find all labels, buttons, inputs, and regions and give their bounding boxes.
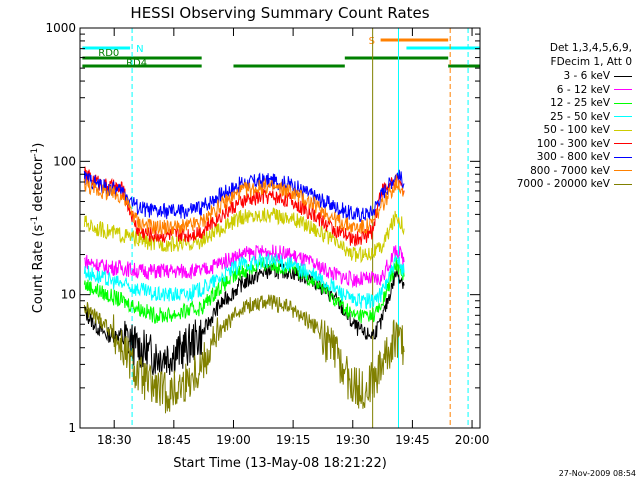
- series-800-7000-kev: [83, 174, 405, 235]
- x-tick-label: 18:30: [97, 433, 132, 447]
- series-50-100-kev: [83, 207, 405, 264]
- x-tick-label: 19:15: [276, 433, 311, 447]
- legend-entry: 800 - 7000 keV: [530, 165, 632, 177]
- x-tick-label: 19:30: [335, 433, 370, 447]
- legend-entry: 100 - 300 keV: [537, 138, 632, 150]
- legend-entry: 50 - 100 keV: [543, 124, 632, 136]
- axis-ticks: 18:30 18:45 19:00 19:15 19:30 19:45 20:00 1 10 10…: [45, 21, 489, 447]
- x-axis-label: Start Time (13-May-08 18:21:22): [173, 456, 387, 471]
- series-line: [83, 257, 405, 324]
- series-line: [83, 263, 405, 376]
- x-tick-label: 20:00: [455, 433, 490, 447]
- legend-swatch: [614, 102, 632, 104]
- legend-swatch: [614, 170, 632, 171]
- series-100-300-kev: [83, 166, 405, 247]
- y-tick-label: 1: [68, 421, 76, 435]
- legend-label: 50 - 100 keV: [543, 124, 610, 136]
- count-rate-series: [83, 166, 405, 414]
- series-line: [83, 166, 405, 247]
- legend-swatch: [614, 156, 632, 158]
- legend-label: 100 - 300 keV: [536, 137, 610, 150]
- legend-swatch: [614, 89, 632, 90]
- legend-swatch: [614, 116, 632, 117]
- series-7000-20000-kev: [83, 294, 405, 414]
- legend-entry: 7000 - 20000 keV: [517, 178, 632, 190]
- flag-label-s: S: [369, 36, 375, 47]
- legend-label: 12 - 25 keV: [550, 97, 610, 109]
- legend-header-line-1: Det 1,3,4,5,6,9,: [549, 42, 632, 54]
- y-tick-label: 10: [61, 288, 76, 302]
- y-axis-label-end: ): [31, 143, 46, 148]
- legend-swatch: [614, 143, 632, 144]
- legend-entry: 3 - 6 keV: [563, 70, 632, 82]
- y-axis-label-sup1: -1: [30, 216, 40, 225]
- series-3-6-kev: [83, 263, 405, 376]
- legend-swatch: [614, 75, 632, 77]
- legend-entry: 12 - 25 keV: [550, 97, 632, 109]
- y-axis-label-mid: detector: [31, 156, 46, 216]
- legend-swatch: [614, 183, 632, 185]
- footer-timestamp: 27-Nov-2009 08:54: [558, 469, 636, 478]
- flag-label-n: N: [136, 44, 143, 55]
- series-line: [83, 207, 405, 264]
- legend-entry: 300 - 800 keV: [537, 151, 632, 163]
- flag-label-rd0: RD0: [98, 48, 119, 59]
- series-line: [83, 174, 405, 235]
- y-axis-label: Count Rate (s-1 detector-1): [30, 143, 46, 314]
- y-tick-label: 100: [53, 154, 76, 168]
- plot-frame: [79, 27, 481, 429]
- series-line: [83, 244, 405, 289]
- legend-swatch: [614, 129, 632, 131]
- series-line: [83, 253, 405, 310]
- y-axis-label-sup2: -1: [30, 148, 40, 157]
- x-tick-label: 19:00: [216, 433, 251, 447]
- legend-label: 300 - 800 keV: [536, 151, 610, 163]
- legend-header-line-2: FDecim 1, Att 0: [550, 56, 632, 68]
- x-tick-label: 19:45: [395, 433, 430, 447]
- y-axis-label-main: Count Rate (s: [31, 225, 46, 314]
- series-line: [83, 294, 405, 414]
- series-12-25-kev: [83, 257, 405, 324]
- legend-entry: 25 - 50 keV: [550, 111, 632, 123]
- legend-label: 6 - 12 keV: [556, 83, 610, 96]
- series-25-50-kev: [83, 253, 405, 310]
- x-tick-label: 18:45: [157, 433, 192, 447]
- legend-label: 3 - 6 keV: [563, 70, 610, 82]
- series-6-12-kev: [83, 244, 405, 289]
- y-tick-label: 1000: [45, 21, 76, 35]
- chart-title: HESSI Observing Summary Count Rates: [130, 4, 429, 22]
- legend-entry: 6 - 12 keV: [557, 84, 632, 96]
- flag-label-rd4: RD4: [126, 58, 147, 69]
- legend-label: 25 - 50 keV: [550, 110, 610, 123]
- legend-label: 800 - 7000 keV: [530, 164, 610, 177]
- observing-flags: N S RD0 RD4: [82, 36, 480, 69]
- legend-label: 7000 - 20000 keV: [516, 178, 610, 190]
